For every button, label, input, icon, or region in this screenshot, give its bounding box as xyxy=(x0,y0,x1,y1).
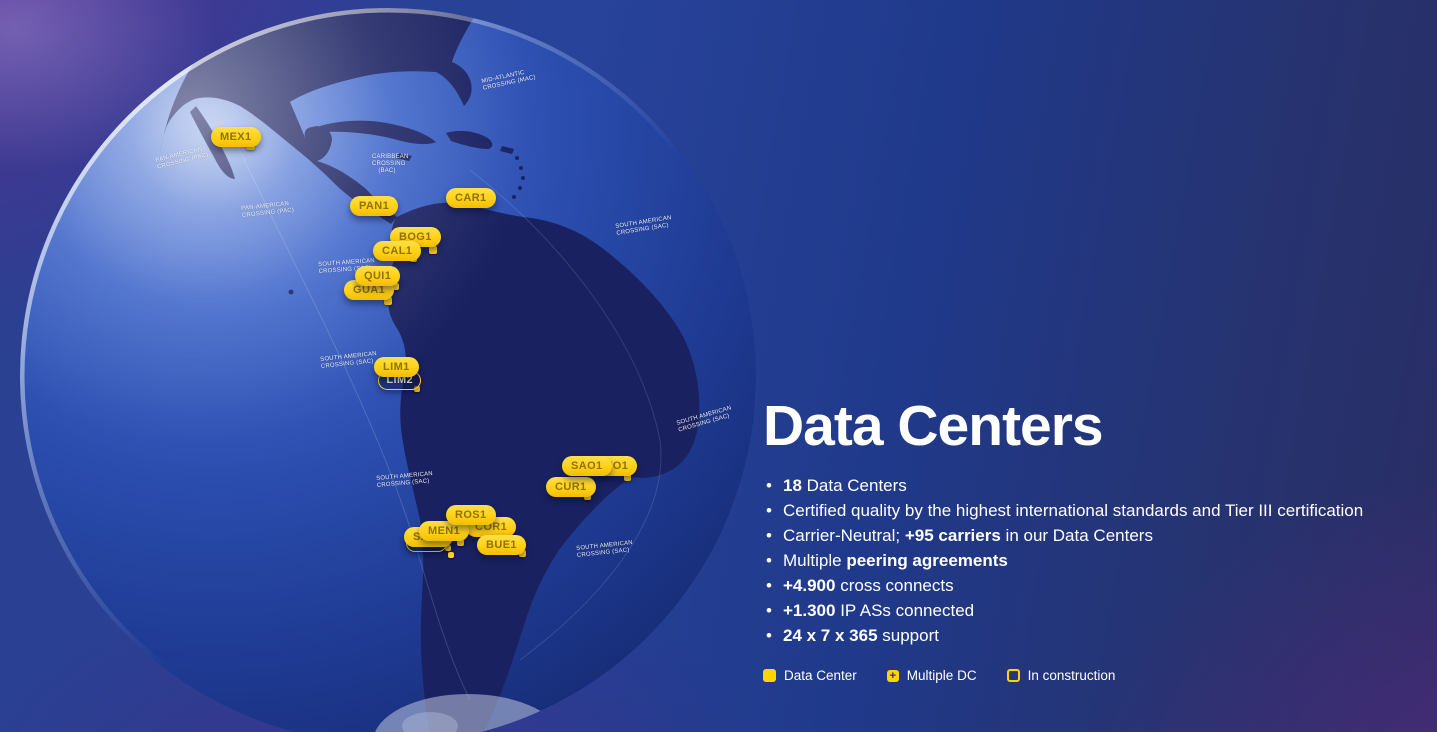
bullet-bold-text: peering agreements xyxy=(846,551,1008,570)
bullet-text: in our Data Centers xyxy=(1000,526,1153,545)
bullet-bold-text: +4.900 xyxy=(783,576,836,595)
feature-bullet: Certified quality by the highest interna… xyxy=(763,498,1431,523)
location-pill-car1[interactable]: CAR1 xyxy=(446,188,496,208)
bullet-text: support xyxy=(877,626,939,645)
dc-marker-icon xyxy=(624,474,631,481)
bullet-text: Data Centers xyxy=(801,476,907,495)
location-pill-ros1[interactable]: ROS1 xyxy=(446,505,496,525)
legend-item-in-construction: In construction xyxy=(1006,668,1116,683)
bullet-bold-text: +95 carriers xyxy=(904,526,1001,545)
location-pill-cur1[interactable]: CUR1 xyxy=(546,477,596,497)
location-pill-bue1[interactable]: BUE1 xyxy=(477,535,526,555)
map-legend: Data Center Multiple DC In construction xyxy=(763,668,1431,683)
page-title: Data Centers xyxy=(763,394,1104,458)
dc-marker-icon xyxy=(384,297,392,305)
legend-item-multiple-dc: Multiple DC xyxy=(886,668,977,683)
legend-item-data-center: Data Center xyxy=(763,668,857,683)
feature-bullet: +1.300 IP ASs connected xyxy=(763,598,1431,623)
location-pill-cal1[interactable]: CAL1 xyxy=(373,241,422,261)
location-pill-qui1[interactable]: QUI1 xyxy=(355,266,401,286)
feature-list: 18 Data Centers Certified quality by the… xyxy=(763,473,1431,648)
dc-marker-icon xyxy=(414,386,420,392)
bullet-bold-text: 18 xyxy=(783,476,802,495)
dc-marker-icon xyxy=(392,283,399,290)
dc-marker-icon xyxy=(519,550,526,557)
dc-marker-icon xyxy=(429,246,437,254)
legend-label: In construction xyxy=(1027,668,1116,683)
bullet-bold-text: 24 x 7 x 365 xyxy=(783,626,878,645)
location-pill-pan1[interactable]: PAN1 xyxy=(350,196,399,216)
feature-bullet: 18 Data Centers xyxy=(763,473,1431,498)
feature-bullet: 24 x 7 x 365 support xyxy=(763,623,1431,648)
location-pill-mex1[interactable]: MEX1 xyxy=(211,127,261,147)
feature-bullet: +4.900 cross connects xyxy=(763,573,1431,598)
dc-marker-icon xyxy=(445,545,451,551)
feature-bullet: Multiple peering agreements xyxy=(763,548,1431,573)
multiple-dc-plus-square-icon xyxy=(886,669,899,682)
bullet-text: Multiple xyxy=(783,551,847,570)
feature-bullet: Carrier-Neutral; +95 carriers in our Dat… xyxy=(763,523,1431,548)
globe-rim-light xyxy=(20,8,756,732)
legend-label: Multiple DC xyxy=(906,668,977,683)
bullet-text: Carrier-Neutral; xyxy=(783,526,905,545)
location-pill-men1[interactable]: MEN1 xyxy=(419,521,470,541)
cable-label: CARIBBEAN CROSSING (BAC) xyxy=(372,154,409,174)
bullet-bold-text: +1.300 xyxy=(783,601,836,620)
info-panel: Data Centers 18 Data Centers Certified q… xyxy=(763,396,1431,683)
dc-marker-icon xyxy=(457,539,464,546)
bullet-text: cross connects xyxy=(835,576,954,595)
legend-label: Data Center xyxy=(784,668,857,683)
dc-marker-icon xyxy=(448,552,454,558)
data-center-filled-square-icon xyxy=(763,669,776,682)
in-construction-outline-square-icon xyxy=(1006,669,1020,682)
bullet-text: IP ASs connected xyxy=(835,601,975,620)
location-pill-sao1[interactable]: SAO1 xyxy=(562,456,612,476)
location-pill-lim1[interactable]: LIM1 xyxy=(374,357,419,377)
bullet-text: Certified quality by the highest interna… xyxy=(783,501,1364,520)
